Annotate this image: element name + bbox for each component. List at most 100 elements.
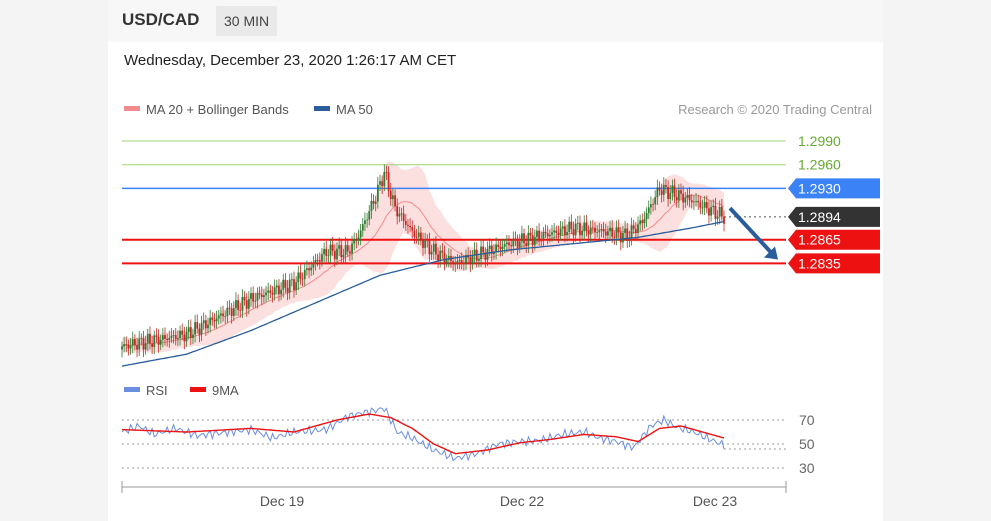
candle-body <box>626 228 629 241</box>
candle-body <box>342 254 345 258</box>
resistance-tag <box>788 178 880 199</box>
candle-body <box>297 272 300 283</box>
candle-body <box>387 172 390 191</box>
candle-body <box>536 230 538 238</box>
candle-body <box>344 245 347 255</box>
candle-body <box>589 227 592 235</box>
candle-body <box>503 244 506 247</box>
candle-body <box>314 260 317 264</box>
support-tag-label: 1.2835 <box>798 255 841 271</box>
candle-body <box>407 224 409 226</box>
candle-body <box>611 227 614 237</box>
candle-body <box>170 335 173 338</box>
candle-body <box>316 260 319 261</box>
candle-body <box>247 299 250 309</box>
candle-body <box>613 236 616 238</box>
candle-body <box>720 206 723 217</box>
candle-body <box>566 231 568 236</box>
candle-body <box>557 232 560 236</box>
candle-body <box>581 230 583 236</box>
candle-body <box>235 300 237 309</box>
rsi-line <box>121 407 725 462</box>
candle-body <box>673 185 676 198</box>
candle-body <box>628 237 631 241</box>
candle-body <box>495 244 497 252</box>
candle-body <box>435 243 437 255</box>
candle-body <box>323 248 325 255</box>
x-axis-label: Dec 19 <box>260 493 305 509</box>
candle-body <box>652 204 654 205</box>
candle-body <box>542 231 545 240</box>
candle-body <box>196 322 199 329</box>
candle-body <box>252 293 255 302</box>
candle-body <box>168 337 171 341</box>
candle-body <box>389 190 392 200</box>
candle-body <box>189 327 192 338</box>
candle-body <box>349 251 351 254</box>
candle-body <box>564 226 566 236</box>
candle-body <box>226 307 229 317</box>
x-axis-label: Dec 22 <box>500 493 545 509</box>
legend-label: MA 50 <box>336 102 373 117</box>
candle-body <box>383 172 386 187</box>
candle-body <box>254 300 257 302</box>
candle-body <box>490 245 493 255</box>
candle-body <box>151 343 153 347</box>
timeframe-badge[interactable]: 30 MIN <box>216 6 278 36</box>
candle-body <box>544 231 547 234</box>
candle-body <box>267 290 270 293</box>
candle-body <box>417 232 420 238</box>
candle-body <box>258 293 261 295</box>
candle-body <box>525 243 528 246</box>
candle-body <box>146 333 149 344</box>
candle-body <box>510 245 513 247</box>
candle-body <box>282 279 285 290</box>
candle-body <box>428 240 431 255</box>
candle-body <box>325 248 328 256</box>
candle-body <box>411 227 414 231</box>
candle-body <box>447 256 450 260</box>
candle-body <box>241 297 244 311</box>
candle-body <box>505 242 508 245</box>
candle-body <box>445 259 448 263</box>
candle-body <box>458 260 461 262</box>
candle-body <box>125 344 128 345</box>
candle-body <box>521 233 523 242</box>
candle-body <box>131 339 134 346</box>
candle-body <box>174 335 177 340</box>
candle-body <box>273 287 276 295</box>
candle-body <box>488 245 491 250</box>
candle-body <box>596 232 599 233</box>
candle-body <box>624 228 626 233</box>
candle-body <box>632 225 635 229</box>
candle-body <box>310 267 313 271</box>
candle-body <box>422 240 424 248</box>
candle-body <box>587 230 590 235</box>
candle-body <box>295 282 298 291</box>
candle-body <box>462 262 465 264</box>
candle-body <box>374 201 377 204</box>
candle-body <box>712 205 715 208</box>
candle-body <box>430 251 433 255</box>
candle-body <box>686 194 689 198</box>
candle-body <box>604 231 607 236</box>
candle-body <box>426 239 429 241</box>
candle-body <box>200 323 203 335</box>
candle-body <box>656 187 659 198</box>
candle-body <box>437 254 439 261</box>
candle-body <box>353 239 356 244</box>
candle-body <box>144 343 147 350</box>
candle-body <box>398 213 401 217</box>
candle-body <box>684 197 687 203</box>
rsi-tick-label: 30 <box>799 460 815 476</box>
candle-body <box>480 246 482 260</box>
candle-body <box>514 238 517 240</box>
candle-body <box>561 226 564 229</box>
candle-body <box>576 223 579 224</box>
candle-body <box>321 254 323 262</box>
candle-body <box>159 339 162 345</box>
candle-body <box>559 228 562 236</box>
candle-body <box>312 263 315 268</box>
support-tag <box>788 253 880 274</box>
candle-body <box>318 260 321 262</box>
